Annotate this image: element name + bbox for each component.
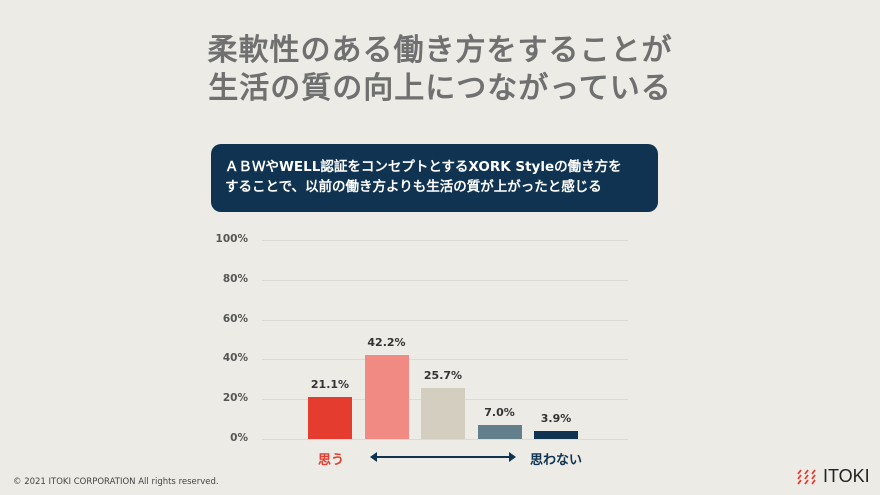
gridline (262, 359, 628, 361)
y-tick-label: 60% (222, 312, 248, 325)
bar (477, 425, 522, 439)
callout-line-2: することで、以前の働き方よりも生活の質が上がったと感じる (225, 179, 602, 195)
title-line-1: 柔軟性のある働き方をすることが (207, 33, 673, 68)
question-callout: ＡＢＷやWELL認証をコンセプトとするXORK Styleの働き方を することで… (211, 144, 658, 212)
scale-arrow-icon (370, 452, 516, 462)
y-tick-label: 40% (222, 352, 248, 365)
y-tick-label: 80% (222, 272, 248, 285)
bar-value-label: 42.2% (367, 336, 406, 350)
scale-label-disagree: 思わない (530, 453, 583, 468)
bar-value-label: 25.7% (423, 368, 463, 382)
bar-value-label: 3.9% (540, 412, 572, 426)
bar (421, 387, 465, 439)
y-tick-label: 100% (215, 233, 248, 245)
bar (534, 431, 578, 439)
bar (364, 355, 409, 439)
slide-title: 柔軟性のある働き方をすることが 生活の質の向上につながっている (0, 32, 880, 108)
logo-hatch-icon (797, 468, 816, 485)
bar-value-label: 21.1% (310, 378, 350, 391)
gridline (262, 439, 628, 440)
callout-line-1: ＡＢＷやWELL認証をコンセプトとするXORK Styleの働き方を (225, 159, 622, 175)
gridline (262, 319, 628, 321)
gridline (262, 279, 628, 281)
y-tick-label: 20% (222, 392, 248, 405)
logo-text: ITOKI (823, 466, 870, 486)
gridline (262, 240, 628, 241)
scale-label-agree: 思う (318, 453, 345, 468)
itoki-logo: ITOKI (796, 466, 870, 487)
bar (308, 397, 352, 439)
y-tick-label: 0% (230, 432, 248, 444)
bar-value-label: 7.0% (484, 406, 515, 420)
copyright-text: © 2021 ITOKI CORPORATION All rights rese… (13, 477, 219, 487)
title-line-2: 生活の質の向上につながっている (208, 71, 672, 106)
